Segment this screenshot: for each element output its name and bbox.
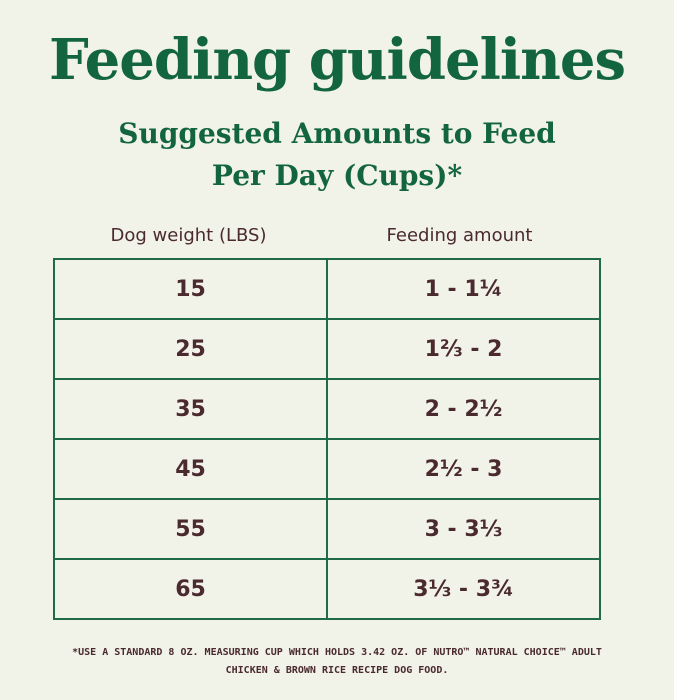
weight-cell: 55 [53,498,328,560]
table-row: 45 2½ - 3 [53,438,601,500]
table-row: 15 1 - 1¼ [53,258,601,320]
weight-cell: 25 [53,318,328,380]
weight-cell: 35 [53,378,328,440]
amount-cell: 3 - 3⅓ [326,498,601,560]
weight-cell: 65 [53,558,328,620]
amount-cell: 1 - 1¼ [326,258,601,320]
table-row: 55 3 - 3⅓ [53,498,601,560]
weight-cell: 45 [53,438,328,500]
column-header-feeding-amount: Feeding amount [386,225,533,246]
amount-cell: 2 - 2½ [326,378,601,440]
footnote-line-1: *USE A STANDARD 8 OZ. MEASURING CUP WHIC… [72,647,602,658]
subtitle-line-2: Per Day (Cups)* [211,159,463,192]
amount-cell: 2½ - 3 [326,438,601,500]
table-row: 65 3⅓ - 3¾ [53,558,601,620]
table-row: 35 2 - 2½ [53,378,601,440]
amount-cell: 1⅔ - 2 [326,318,601,380]
footnote: *USE A STANDARD 8 OZ. MEASURING CUP WHIC… [0,644,674,680]
amount-cell: 3⅓ - 3¾ [326,558,601,620]
weight-cell: 15 [53,258,328,320]
footnote-line-2: CHICKEN & BROWN RICE RECIPE DOG FOOD. [225,665,449,676]
table-row: 25 1⅔ - 2 [53,318,601,380]
feeding-table: 15 1 - 1¼ 25 1⅔ - 2 35 2 - 2½ 45 2½ - 3 … [53,258,601,620]
subtitle-line-1: Suggested Amounts to Feed [118,117,556,150]
page-title: Feeding guidelines [48,27,626,93]
column-header-dog-weight: Dog weight (LBS) [110,225,267,246]
